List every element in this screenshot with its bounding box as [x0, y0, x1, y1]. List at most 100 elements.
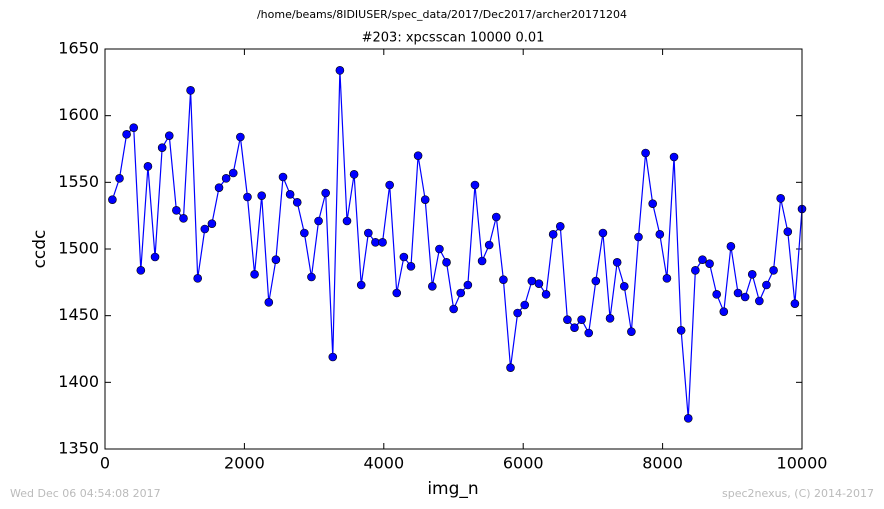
data-point	[221, 174, 231, 183]
x-tick-label: 2000	[224, 454, 265, 473]
data-point	[676, 326, 686, 335]
data-point	[307, 272, 316, 282]
y-tick-label: 1600	[58, 105, 99, 124]
data-point	[705, 259, 714, 268]
footer-left: Wed Dec 06 04:54:08 2017	[10, 487, 161, 500]
data-point	[755, 296, 764, 306]
data-point	[634, 232, 643, 242]
data-point	[669, 152, 679, 162]
data-point	[619, 282, 629, 291]
data-point	[285, 190, 295, 199]
data-point	[662, 274, 672, 283]
data-point	[172, 206, 181, 215]
y-tick-label: 1400	[58, 372, 99, 391]
x-tick-label: 8000	[642, 454, 683, 473]
data-point	[157, 143, 167, 152]
y-tick-label: 1450	[58, 305, 99, 324]
data-point	[435, 244, 444, 254]
data-point	[179, 214, 188, 223]
data-point	[627, 327, 636, 336]
data-point	[428, 282, 437, 291]
data-point	[207, 219, 217, 228]
data-point	[186, 86, 195, 95]
data-point	[491, 212, 501, 222]
data-point	[385, 180, 394, 190]
x-tick-label: 6000	[503, 454, 544, 473]
data-point	[243, 192, 252, 202]
data-point	[349, 170, 359, 179]
data-point	[648, 199, 658, 208]
x-tick-label: 10000	[777, 454, 828, 473]
data-point	[520, 300, 530, 310]
data-point	[150, 252, 160, 262]
data-point	[115, 174, 124, 183]
data-point	[506, 363, 515, 372]
data-point	[605, 314, 615, 323]
data-point	[399, 252, 409, 262]
data-point	[513, 308, 522, 318]
data-point	[200, 224, 210, 234]
data-point	[108, 195, 117, 204]
data-point	[698, 255, 707, 264]
data-point	[392, 288, 402, 298]
data-point	[164, 131, 174, 140]
data-point	[321, 188, 330, 198]
data-line	[111, 70, 803, 419]
data-point	[456, 288, 466, 298]
data-point	[300, 228, 309, 238]
data-point	[584, 328, 594, 338]
data-point	[413, 151, 423, 160]
data-point	[783, 227, 793, 236]
data-point	[136, 266, 146, 275]
data-point	[691, 266, 700, 275]
data-point	[484, 240, 494, 250]
data-point	[548, 230, 558, 239]
y-tick-label: 1550	[58, 172, 99, 191]
data-point	[683, 414, 693, 423]
data-point	[577, 315, 586, 324]
plot-frame	[104, 48, 803, 450]
data-point	[463, 280, 473, 290]
data-point	[740, 292, 750, 302]
data-point	[378, 238, 387, 247]
data-point	[534, 279, 544, 288]
data-point	[477, 256, 487, 266]
chart-title: #203: xpcsscan 10000 0.01	[362, 31, 545, 46]
data-point	[499, 275, 508, 284]
y-tick-label: 1500	[58, 239, 99, 258]
x-tick-label: 0	[100, 454, 110, 473]
data-point	[371, 238, 380, 247]
data-point	[527, 276, 537, 286]
data-point	[236, 132, 245, 142]
data-point	[555, 222, 565, 231]
data-point	[769, 266, 778, 275]
data-point	[719, 307, 729, 316]
data-point	[776, 194, 785, 203]
data-point	[442, 258, 451, 267]
data-point	[712, 290, 721, 299]
y-axis-label: ccdc	[30, 230, 50, 269]
data-point	[591, 276, 601, 286]
data-point	[335, 66, 345, 75]
data-point	[612, 258, 622, 267]
x-tick-label: 4000	[363, 454, 404, 473]
y-tick-label: 1350	[58, 439, 99, 458]
data-point	[264, 298, 274, 307]
data-point	[655, 230, 665, 239]
data-point	[747, 270, 757, 279]
data-point	[406, 262, 416, 271]
data-point	[129, 123, 139, 132]
data-point	[250, 270, 259, 279]
data-point	[257, 191, 266, 200]
x-axis-label: img_n	[427, 479, 478, 499]
data-point	[449, 304, 458, 314]
data-point	[214, 183, 224, 192]
data-point	[598, 228, 608, 238]
y-tick-label: 1650	[58, 39, 99, 58]
data-point	[122, 130, 131, 139]
data-point	[563, 315, 572, 324]
data-point	[271, 255, 281, 264]
data-point	[292, 198, 302, 207]
suptitle: /home/beams/8IDIUSER/spec_data/2017/Dec2…	[257, 8, 627, 21]
